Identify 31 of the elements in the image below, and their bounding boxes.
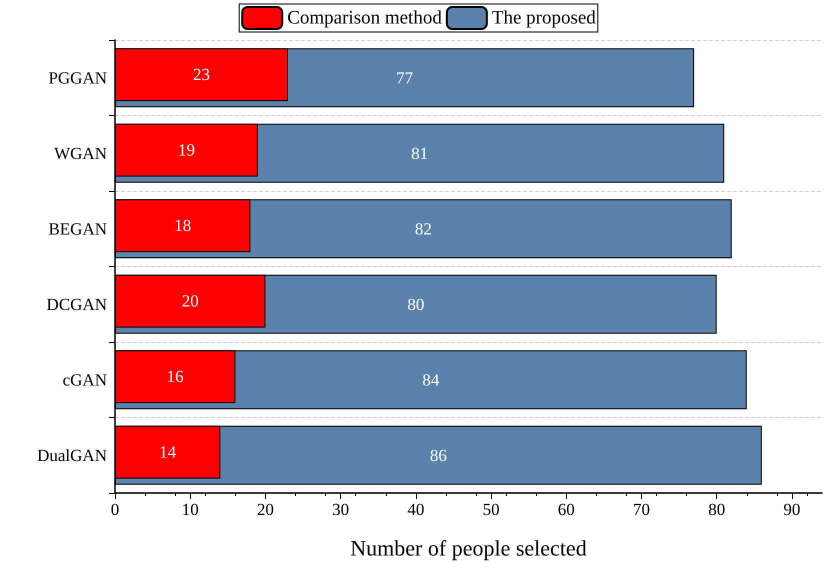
x-tick-label: 40 [407, 500, 424, 519]
x-tick-label: 20 [256, 500, 274, 519]
y-tick-label: cGAN [62, 370, 107, 390]
data-label: 16 [166, 367, 184, 386]
x-tick-label: 70 [632, 500, 650, 519]
y-tick-label: WGAN [54, 144, 107, 163]
y-tick-label: PGGAN [48, 68, 107, 88]
data-label: 18 [174, 216, 192, 236]
data-label: 77 [396, 68, 414, 88]
data-label: 19 [178, 140, 195, 160]
data-label: 86 [430, 446, 447, 465]
data-label: 23 [192, 65, 210, 84]
data-label: 14 [159, 442, 177, 462]
data-label: 84 [422, 370, 440, 390]
x-tick-label: 0 [110, 500, 120, 519]
y-tick-label: BEGAN [48, 219, 107, 238]
x-tick-label: 50 [482, 500, 500, 519]
legend-label: Comparison method [287, 8, 442, 28]
data-label: 80 [407, 294, 424, 314]
x-tick-label: 60 [558, 500, 575, 519]
x-tick-label: 80 [708, 500, 726, 519]
data-label: 81 [411, 144, 428, 163]
y-tick-label: DualGAN [37, 446, 107, 465]
legend-label: The proposed [492, 8, 596, 28]
data-label: 82 [414, 219, 432, 238]
x-tick-label: 30 [332, 500, 350, 519]
data-label: 20 [182, 292, 199, 311]
y-tick-label: DCGAN [46, 294, 107, 314]
x-axis-title: Number of people selected [350, 536, 587, 560]
x-tick-label: 90 [783, 500, 800, 519]
x-tick-label: 10 [182, 500, 199, 519]
